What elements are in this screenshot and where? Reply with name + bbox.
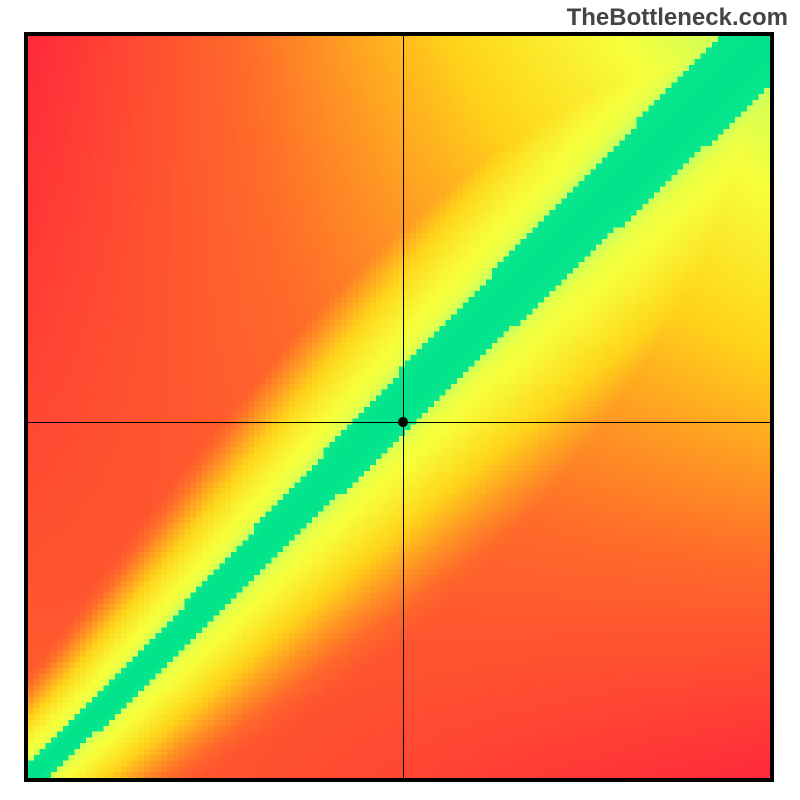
watermark-text: TheBottleneck.com: [567, 4, 788, 32]
chart-container: TheBottleneck.com: [0, 0, 800, 800]
plot-frame: [24, 32, 774, 782]
